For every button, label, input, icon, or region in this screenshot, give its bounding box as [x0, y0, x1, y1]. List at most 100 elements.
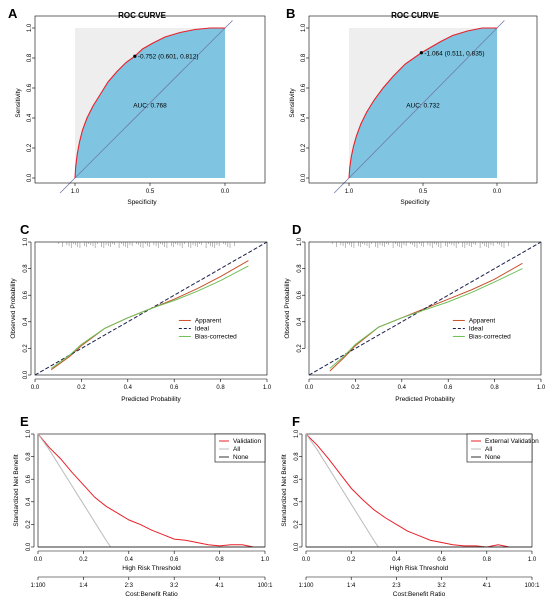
- y-tick-label: 0.8: [294, 452, 300, 461]
- legend-label: All: [485, 446, 493, 453]
- x-tick-label: 0.4: [125, 557, 134, 563]
- y-tick-label: 1.0: [297, 237, 303, 246]
- x-tick-label: 0.0: [305, 385, 314, 391]
- x2-axis-label: Cost:Benefit Ratio: [393, 591, 446, 598]
- x2-tick-label: 3:2: [170, 583, 179, 589]
- x-tick-label: 0.4: [398, 385, 407, 391]
- x-axis-label: High Risk Threshold: [390, 565, 449, 572]
- y-tick-label: 0.2: [301, 143, 307, 152]
- x-tick-label: 0.8: [216, 385, 225, 391]
- x-tick-label: 0.8: [490, 385, 499, 391]
- roc-curve-line: [348, 27, 497, 179]
- series-line-ideal: [308, 241, 542, 376]
- legend-label: Apparent: [469, 317, 496, 324]
- x-tick-label: 0.0: [493, 189, 502, 195]
- chart-panel-a: A -0.752 (0.601, 0.812) AUC: 0.768 ROC CURV…: [8, 6, 266, 206]
- x-tick-label: 0.4: [392, 557, 401, 563]
- series-line-bias-corrected: [329, 268, 523, 369]
- x-axis-label: Specificity: [127, 199, 157, 206]
- panel-letter: C: [20, 222, 30, 237]
- y-tick-label: 1.0: [23, 237, 29, 246]
- panel-letter: D: [292, 222, 301, 237]
- x-axis-label: High Risk Threshold: [122, 565, 181, 572]
- x2-tick-label: 1:4: [347, 583, 356, 589]
- x-tick-label: 1.0: [345, 189, 354, 195]
- y-tick-label: 0.0: [294, 542, 300, 551]
- legend-label: Apparent: [195, 317, 222, 324]
- x-tick-label: 0.5: [419, 189, 428, 195]
- y-axis-label: Standardized Net Benefit: [281, 454, 288, 526]
- y-tick-label: 0.0: [301, 173, 307, 182]
- legend-label: External Validation: [485, 438, 539, 445]
- panel-letter: E: [20, 414, 29, 429]
- y-tick-label: 0.8: [297, 264, 303, 273]
- threshold-point: [419, 51, 423, 55]
- y-tick-label: 0.6: [23, 290, 29, 299]
- x-tick-label: 1.0: [71, 189, 80, 195]
- legend-label: None: [485, 454, 501, 461]
- x2-tick-label: 4:1: [483, 583, 492, 589]
- x-axis-label: Predicted Probability: [121, 396, 181, 403]
- y-tick-label: 1.0: [294, 429, 300, 438]
- y-tick-label: 0.6: [297, 290, 303, 299]
- roc-curve-line: [74, 27, 225, 179]
- y-tick-label: 0.4: [23, 317, 29, 326]
- plot-frame: [34, 241, 268, 376]
- chart-title: ROC CURVE: [118, 11, 167, 20]
- y-tick-label: 0.4: [297, 317, 303, 326]
- x2-tick-label: 3:2: [437, 583, 446, 589]
- x-tick-label: 0.0: [31, 385, 40, 391]
- chart-panel-e: E 0.0 0.2 0.4 0.6 0.8 1.0 0.0 0.2 0.4 0.6 0.8 1.0 Hig…: [13, 414, 273, 598]
- x-tick-label: 0.6: [170, 385, 179, 391]
- y-tick-label: 0.8: [301, 53, 307, 62]
- y-tick-label: 0.0: [27, 173, 33, 182]
- x-tick-label: 1.0: [537, 385, 546, 391]
- y-tick-label: 0.6: [294, 474, 300, 483]
- legend-label: Validation: [233, 438, 261, 445]
- y-axis-label: Standardized Net Benefit: [13, 454, 20, 526]
- panel-letter: A: [8, 6, 18, 21]
- x-tick-label: 0.2: [347, 557, 356, 563]
- x-axis-label: Predicted Probability: [395, 396, 455, 403]
- x2-tick-label: 4:1: [215, 583, 224, 589]
- panel-letter: F: [292, 414, 300, 429]
- x-tick-label: 0.0: [34, 557, 43, 563]
- y-tick-label: 1.0: [301, 23, 307, 32]
- x2-tick-label: 1:4: [79, 583, 88, 589]
- threshold-label: -0.752 (0.601, 0.812): [138, 54, 199, 61]
- y-tick-label: 0.8: [26, 452, 32, 461]
- x-tick-label: 0.4: [124, 385, 133, 391]
- series-line-apparent: [50, 260, 249, 371]
- x-tick-label: 1.0: [263, 385, 272, 391]
- y-tick-label: 0.0: [26, 542, 32, 551]
- x-tick-label: 0.8: [215, 557, 224, 563]
- y-tick-label: 0.2: [27, 143, 33, 152]
- x2-tick-label: 2:3: [392, 583, 401, 589]
- x-tick-label: 0.5: [146, 189, 155, 195]
- y-tick-label: 1.0: [26, 429, 32, 438]
- x2-tick-label: 1:100: [30, 583, 46, 589]
- x-tick-label: 1.0: [261, 557, 270, 563]
- x-tick-label: 0.0: [221, 189, 230, 195]
- x-tick-label: 0.6: [170, 557, 179, 563]
- x-tick-label: 0.2: [77, 385, 86, 391]
- series-line-all: [37, 433, 112, 548]
- reference-diagonal: [333, 20, 505, 194]
- x2-tick-label: 100:1: [524, 583, 540, 589]
- x2-tick-label: 2:3: [125, 583, 134, 589]
- series-line-bias-corrected: [50, 265, 249, 369]
- chart-panel-f: F 0.0 0.2 0.4 0.6 0.8 1.0 0.0 0.2 0.4 0.6 0.8 1.0 Hig…: [281, 414, 540, 598]
- y-axis-label: Sensitivity: [289, 88, 296, 118]
- series-line-apparent: [329, 262, 523, 372]
- chart-panel-c: C 0.0 0.2 0.4 0.6 0.8 1.0 0.0 0.2 0.4 0.6 0.8 1.0 Pre…: [10, 222, 272, 403]
- x2-tick-label: 100:1: [257, 583, 273, 589]
- y-tick-label: 0.2: [26, 520, 32, 529]
- x-tick-label: 0.6: [437, 557, 446, 563]
- y-tick-label: 0.4: [294, 497, 300, 506]
- legend-label: Bias-corrected: [469, 333, 511, 340]
- series-line-external-validation: [305, 433, 532, 548]
- y-axis-label: Observed Probability: [284, 278, 291, 339]
